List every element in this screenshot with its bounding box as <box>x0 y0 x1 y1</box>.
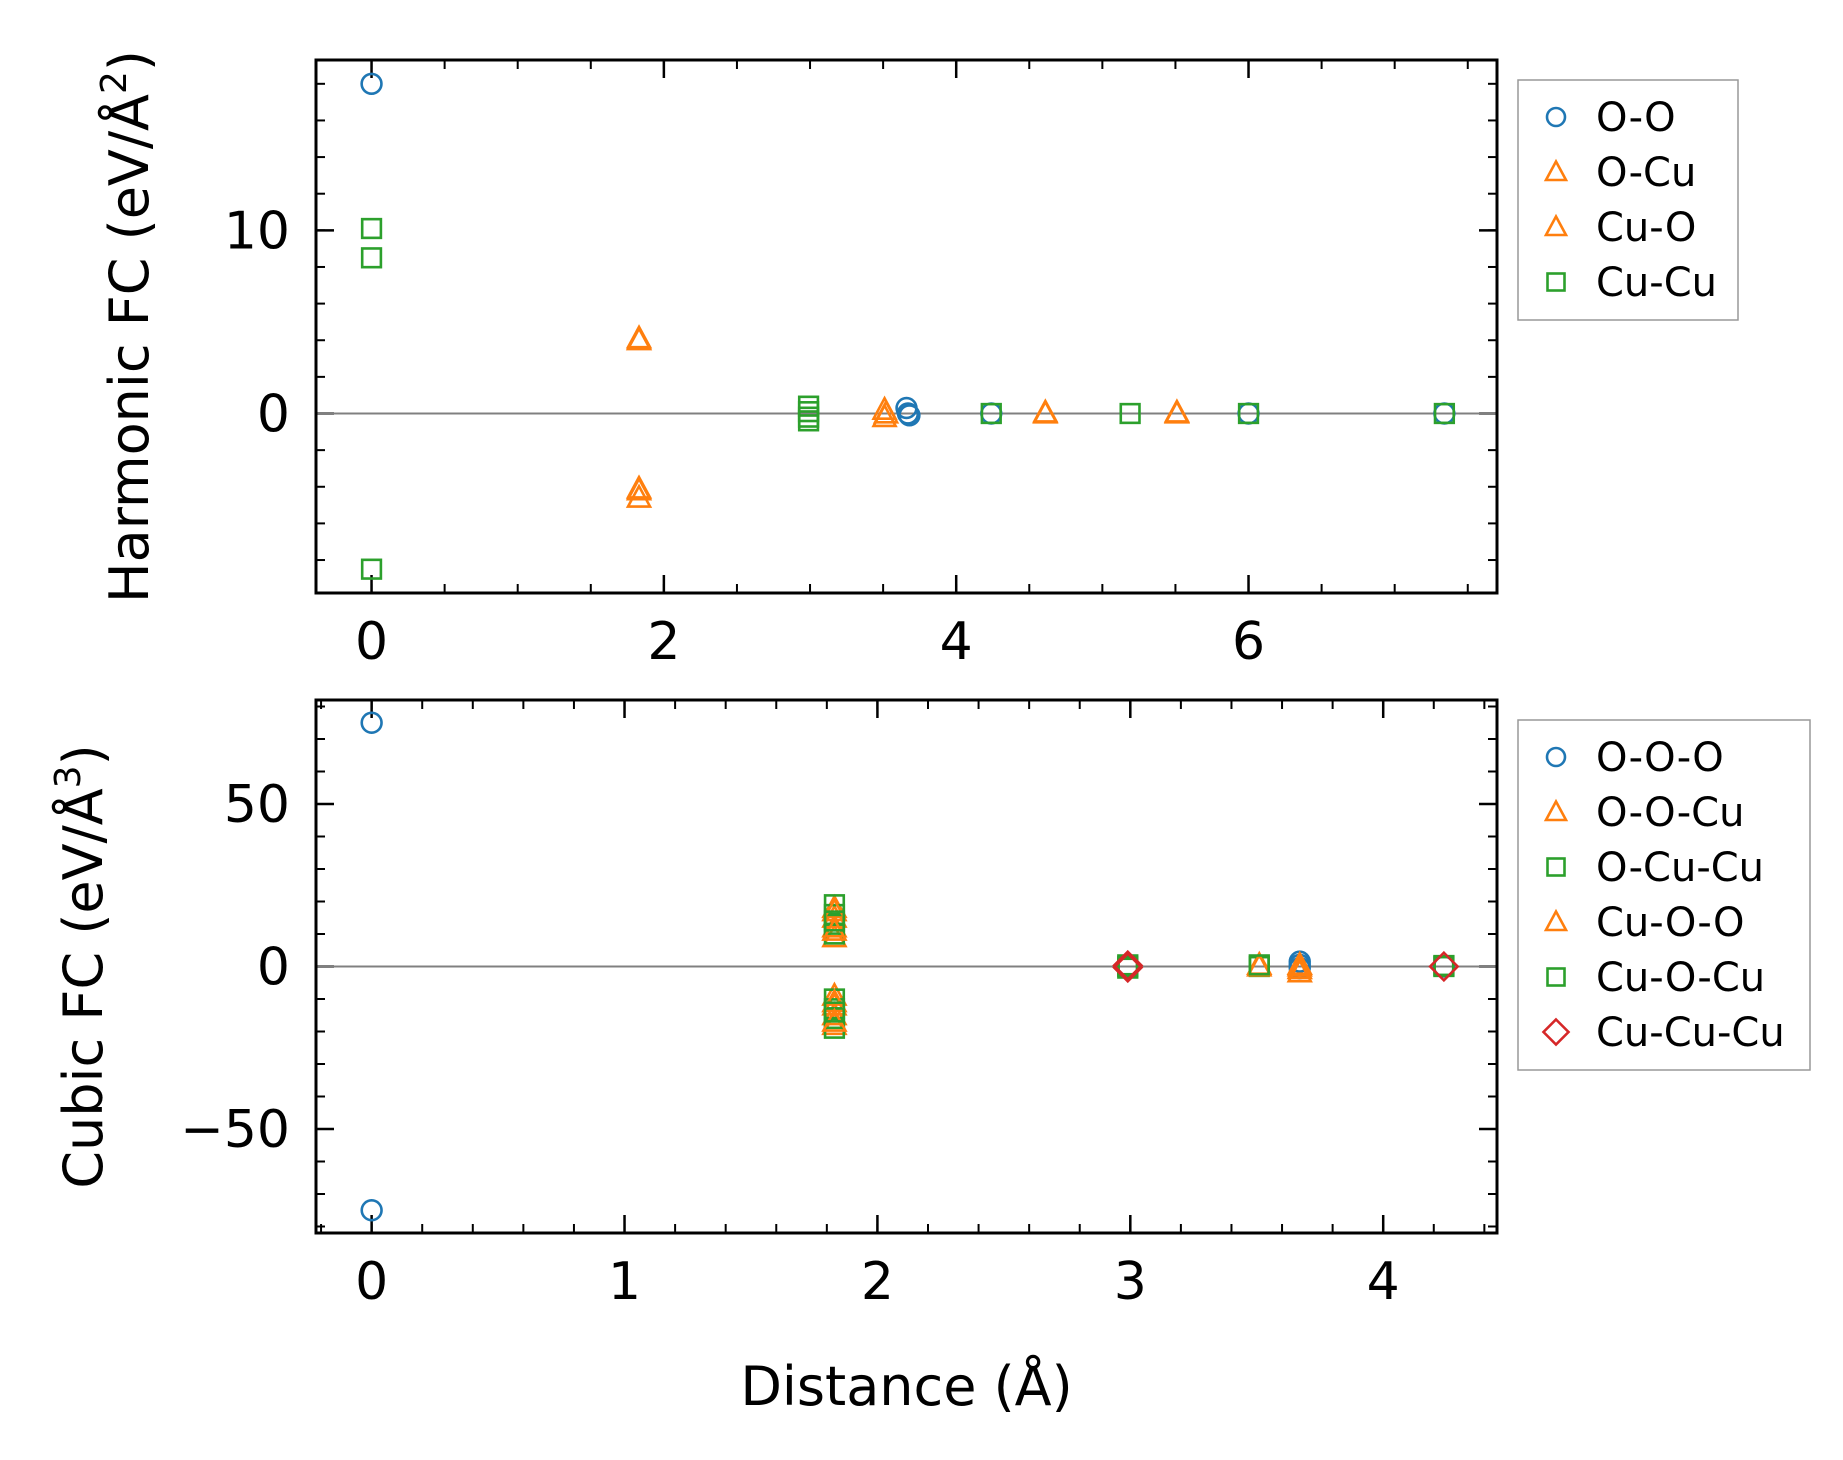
harmonic-legend-marker-o-cu <box>1543 158 1569 182</box>
cubic-point-o-o-cu <box>821 913 848 938</box>
cubic-legend-frame <box>1517 719 1811 1071</box>
harmonic-legend-label-o-o: O-O <box>1596 95 1676 141</box>
harmonic-point-cu-o <box>625 476 653 501</box>
cubic-point-o-o-cu <box>1286 958 1313 983</box>
cubic-y-axis-label: Cubic FC (eV/Å3) <box>48 744 115 1188</box>
harmonic-point-cu-o <box>1163 398 1191 423</box>
cubic-legend-label-cu-cu-cu: Cu-Cu-Cu <box>1596 1010 1785 1056</box>
y-tick-label: 10 <box>224 201 290 261</box>
harmonic-point-cu-o <box>872 399 900 424</box>
cubic-point-o-o-cu <box>821 922 848 948</box>
cubic-legend-marker-o-cu-cu <box>1546 857 1566 877</box>
cubic-point-cu-o-cu <box>1433 954 1455 977</box>
cubic-x-tick-labels: 0 1 2 3 4 <box>355 1252 1400 1312</box>
harmonic-point-cu-cu <box>360 217 383 240</box>
cubic-point-cu-cu-cu <box>1112 949 1144 982</box>
cubic-points <box>360 711 1460 1222</box>
x-tick-label: 6 <box>1232 612 1265 672</box>
cubic-y-axis-label-close: ) <box>52 744 115 765</box>
cubic-point-cu-cu-cu <box>1428 950 1460 983</box>
cubic-legend-label-cu-o-cu: Cu-O-Cu <box>1596 955 1765 1001</box>
harmonic-point-cu-o <box>1032 398 1059 423</box>
harmonic-point-cu-cu <box>1119 402 1141 425</box>
x-tick-label: 2 <box>647 612 680 672</box>
harmonic-legend-label-o-cu: O-Cu <box>1596 150 1696 196</box>
harmonic-point-cu-cu <box>360 558 383 580</box>
cubic-point-o-o-cu <box>821 1010 848 1036</box>
x-tick-label: 3 <box>1114 1252 1147 1312</box>
harmonic-point-cu-o <box>625 325 653 351</box>
harmonic-y-axis-label-exponent: 2 <box>94 71 135 94</box>
harmonic-legend-marker-o-o <box>1545 106 1567 128</box>
cubic-point-cu-o-cu <box>823 1001 846 1023</box>
cubic-legend-label-o-cu-cu: O-Cu-Cu <box>1596 845 1764 891</box>
harmonic-points <box>360 72 1456 580</box>
cubic-x-axis-label: Distance (Å) <box>740 1354 1072 1418</box>
harmonic-y-axis-label-main: Harmonic FC (eV/Å <box>97 94 161 603</box>
harmonic-point-cu-cu <box>360 247 383 269</box>
y-tick-label: 0 <box>257 385 290 445</box>
harmonic-point-cu-cu <box>1433 402 1456 425</box>
harmonic-y-axis-label: Harmonic FC (eV/Å2) <box>94 50 161 603</box>
cubic-legend-label-o-o-o: O-O-O <box>1596 735 1724 781</box>
cubic-point-o-o-cu <box>821 1000 848 1026</box>
harmonic-point-cu-cu <box>1237 402 1260 425</box>
cubic-point-cu-cu-cu <box>1112 951 1144 984</box>
cubic-point-cu-o-cu <box>1117 955 1139 978</box>
cubic-legend-label-cu-o-o: Cu-O-O <box>1596 900 1744 946</box>
harmonic-x-tick-labels: 0 2 4 6 <box>355 612 1265 672</box>
x-tick-label: 4 <box>940 612 973 672</box>
harmonic-point-cu-cu <box>980 402 1002 425</box>
harmonic-legend-label-cu-o: Cu-O <box>1596 205 1696 251</box>
cubic-y-tick-labels: −50 0 50 <box>180 775 290 1160</box>
harmonic-y-tick-labels: 0 10 <box>224 201 290 444</box>
harmonic-plot-frame <box>314 58 1499 595</box>
x-tick-label: 4 <box>1367 1252 1400 1312</box>
cubic-legend-marker-o-o-o <box>1545 746 1567 768</box>
cubic-plot-frame <box>314 698 1499 1235</box>
cubic-legend-marker-cu-cu-cu <box>1541 1017 1571 1047</box>
harmonic-legend: O-O O-Cu Cu-O Cu-Cu <box>1517 79 1739 321</box>
cubic-point-cu-o-cu <box>1248 954 1270 976</box>
x-tick-label: 2 <box>861 1252 894 1312</box>
x-tick-label: 0 <box>355 612 388 672</box>
cubic-legend-marker-cu-o-o <box>1543 908 1569 932</box>
harmonic-legend-marker-cu-cu <box>1546 272 1566 292</box>
x-tick-label: 1 <box>608 1252 641 1312</box>
y-tick-label: 0 <box>257 938 290 998</box>
harmonic-y-axis-label-close: ) <box>98 50 161 71</box>
harmonic-legend-label-cu-cu: Cu-Cu <box>1596 260 1717 306</box>
harmonic-point-cu-cu <box>797 410 820 432</box>
cubic-y-axis-label-main: Cubic FC (eV/Å <box>51 788 115 1188</box>
cubic-point-o-o-o <box>360 711 383 734</box>
harmonic-point-o-o <box>360 72 383 96</box>
cubic-point-cu-o-cu <box>823 910 846 932</box>
cubic-legend-marker-cu-o-cu <box>1546 967 1566 987</box>
cubic-legend: O-O-O O-O-Cu O-Cu-Cu Cu-O-O Cu-O-Cu Cu-Cu-Cu <box>1517 719 1811 1071</box>
harmonic-point-o-cu <box>625 483 653 508</box>
y-tick-label: 50 <box>224 775 290 835</box>
cubic-legend-label-o-o-cu: O-O-Cu <box>1596 790 1744 836</box>
cubic-point-o-o-o <box>360 1199 383 1222</box>
harmonic-point-o-o <box>898 404 921 427</box>
cubic-y-axis-label-exponent: 3 <box>48 765 89 788</box>
cubic-point-cu-o-o <box>1286 952 1313 977</box>
y-tick-label: −50 <box>180 1100 290 1160</box>
cubic-legend-marker-o-o-cu <box>1543 798 1569 822</box>
harmonic-legend-frame <box>1517 79 1739 321</box>
x-tick-label: 0 <box>355 1252 388 1312</box>
harmonic-legend-marker-cu-o <box>1543 213 1569 237</box>
